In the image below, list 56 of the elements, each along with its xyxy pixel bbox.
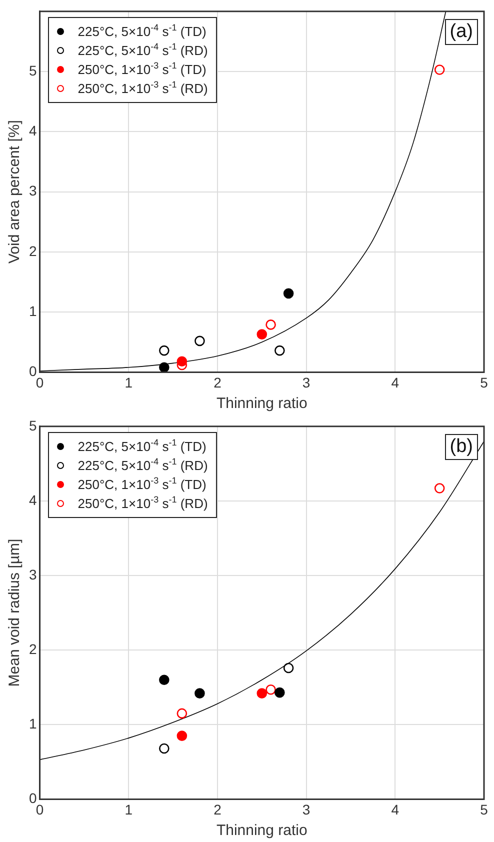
x-tick-label: 4 (391, 801, 400, 818)
y-tick-label: 1 (28, 716, 37, 732)
point (256, 688, 268, 698)
y-tick-label: 4 (28, 492, 37, 508)
y-tick-label: 5 (28, 417, 37, 434)
point (434, 483, 445, 494)
legend-label: 250°C, 1×10$^{-3}$ s$^{-1}$ (RD) (78, 494, 208, 514)
point (266, 684, 276, 695)
point (274, 345, 285, 356)
line-series (40, 11, 446, 372)
legend-label: 250°C, 1×10$^{-3}$ s$^{-1}$ (TD) (78, 475, 206, 494)
x-tick-label: 4 (391, 374, 400, 390)
point (274, 687, 285, 698)
x-tick-label: 1 (124, 374, 133, 390)
point (266, 320, 276, 330)
y-axis-title: Void area percent [%] (6, 120, 24, 264)
point (434, 64, 445, 75)
y-tick-label: 1 (28, 302, 37, 319)
x-tick-label: 1 (124, 801, 133, 818)
point (194, 688, 205, 698)
point (283, 662, 294, 674)
x-axis-title: Thinning ratio (216, 822, 308, 840)
legend-label: 225°C, 5×10$^{-4}$ s$^{-1}$ (TD) (78, 437, 206, 456)
point (176, 730, 188, 741)
x-tick-label: 3 (302, 374, 310, 390)
y-tick-label: 5 (28, 62, 37, 78)
y-axis-title: Mean void radius [µm] (6, 538, 24, 687)
x-tick-label: 2 (214, 801, 222, 818)
point (159, 743, 170, 754)
annotation: (a) (444, 19, 478, 46)
point (283, 288, 294, 299)
point (256, 329, 268, 340)
y-tick-label: 3 (28, 566, 37, 582)
y-tick-label: 0 (28, 790, 37, 806)
y-tick-label: 2 (28, 242, 37, 259)
point (159, 345, 170, 356)
y-tick-label: 3 (28, 182, 37, 199)
legend-label: 250°C, 1×10$^{-3}$ s$^{-1}$ (RD) (78, 79, 208, 98)
x-tick-label: 2 (214, 374, 222, 390)
legend-label: 225°C, 5×10$^{-4}$ s$^{-1}$ (RD) (78, 41, 208, 60)
point (176, 356, 188, 367)
x-tick-label: 3 (302, 801, 310, 818)
x-tick-label: 5 (480, 801, 488, 818)
legend-label: 225°C, 5×10$^{-4}$ s$^{-1}$ (RD) (78, 456, 208, 476)
legend-label: 225°C, 5×10$^{-4}$ s$^{-1}$ (TD) (78, 22, 206, 42)
y-tick-label: 0 (28, 363, 37, 380)
y-tick-label: 2 (28, 640, 37, 657)
legend-label: 250°C, 1×10$^{-3}$ s$^{-1}$ (TD) (78, 60, 206, 80)
x-axis-title: Thinning ratio (216, 395, 308, 412)
point (159, 674, 170, 686)
x-tick-label: 5 (480, 374, 488, 390)
point (159, 362, 170, 372)
point (194, 336, 205, 346)
annotation: (b) (444, 434, 478, 460)
y-tick-label: 4 (28, 122, 37, 139)
point (176, 708, 188, 719)
